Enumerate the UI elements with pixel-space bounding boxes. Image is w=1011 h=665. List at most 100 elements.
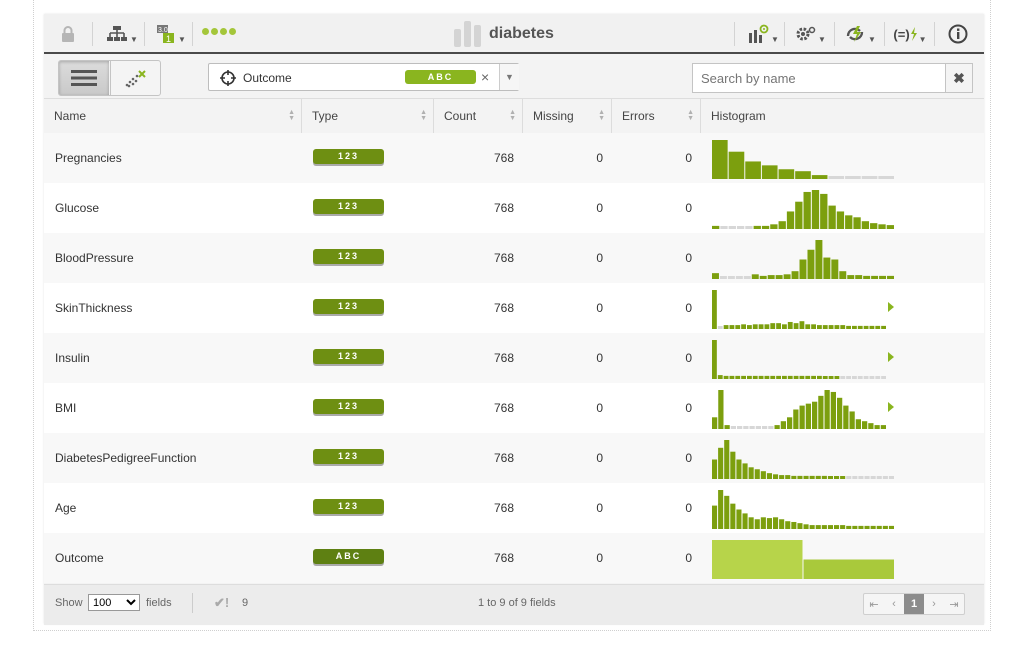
- histogram-bar[interactable]: [820, 193, 828, 229]
- histogram-bar[interactable]: [764, 375, 770, 379]
- histogram-bar[interactable]: [748, 467, 754, 479]
- histogram-bar[interactable]: [768, 426, 774, 429]
- histogram-bar[interactable]: [857, 325, 863, 329]
- histogram-bar[interactable]: [870, 223, 878, 229]
- histogram-bar[interactable]: [811, 375, 816, 379]
- histogram-bar[interactable]: [834, 525, 840, 529]
- next-page-button[interactable]: ›: [932, 598, 936, 610]
- histogram-bar[interactable]: [741, 375, 746, 379]
- histogram-bar[interactable]: [754, 519, 760, 529]
- prev-page-button[interactable]: ‹: [892, 598, 896, 610]
- histogram-bar[interactable]: [878, 176, 894, 179]
- histogram-bar[interactable]: [720, 226, 728, 229]
- histogram-bar[interactable]: [793, 375, 799, 379]
- histogram-bar[interactable]: [882, 476, 888, 479]
- histogram-bar[interactable]: [753, 225, 761, 229]
- histogram-bar[interactable]: [791, 521, 797, 529]
- histogram-bar[interactable]: [797, 523, 803, 529]
- histogram-chart[interactable]: [712, 387, 894, 429]
- histogram-bar[interactable]: [828, 376, 834, 379]
- objective-dropdown-button[interactable]: ▼: [499, 64, 519, 90]
- histogram-bar[interactable]: [712, 140, 728, 179]
- histogram-bar[interactable]: [803, 559, 895, 580]
- first-page-button[interactable]: ⇤: [869, 598, 879, 611]
- histogram-bar[interactable]: [761, 225, 770, 229]
- histogram-bar[interactable]: [846, 525, 852, 529]
- column-header-type[interactable]: Type ▲ ▼: [302, 99, 434, 133]
- list-view-button[interactable]: [59, 61, 109, 95]
- histogram-bar[interactable]: [827, 476, 833, 479]
- histogram-bar[interactable]: [876, 476, 882, 479]
- dataset-numbers-icon[interactable]: 3.0 1 ▼: [157, 25, 186, 44]
- histogram-bar[interactable]: [745, 161, 761, 179]
- page-size-select[interactable]: 100: [88, 594, 140, 611]
- bolt-icon[interactable]: ▼: [842, 22, 878, 46]
- histogram-bar[interactable]: [736, 226, 745, 229]
- histogram-bar[interactable]: [787, 375, 793, 379]
- histogram-bar[interactable]: [818, 395, 824, 429]
- more-arrow-icon[interactable]: [888, 352, 894, 362]
- histogram-bar[interactable]: [805, 375, 811, 379]
- histogram-bar[interactable]: [824, 390, 830, 429]
- current-page[interactable]: 1: [904, 594, 924, 614]
- histogram-bar[interactable]: [839, 271, 847, 279]
- histogram-bar[interactable]: [775, 275, 783, 279]
- histogram-bar[interactable]: [778, 221, 786, 229]
- histogram-bar[interactable]: [811, 175, 828, 179]
- histogram-bar[interactable]: [875, 325, 881, 329]
- histogram-bar[interactable]: [773, 517, 779, 529]
- objective-field-selector[interactable]: Outcome ABC × ▼: [208, 63, 519, 91]
- table-row[interactable]: Outcome ABC 768 0 0: [44, 533, 984, 583]
- charts-icon[interactable]: ▼: [746, 22, 780, 46]
- histogram-bar[interactable]: [809, 475, 815, 479]
- histogram-bar[interactable]: [852, 525, 858, 529]
- histogram-bar[interactable]: [762, 426, 768, 429]
- histogram-bar[interactable]: [830, 391, 836, 429]
- histogram-bar[interactable]: [847, 275, 855, 279]
- column-header-missing[interactable]: Missing ▲ ▼: [523, 99, 612, 133]
- lock-icon[interactable]: [58, 22, 78, 46]
- histogram-bar[interactable]: [822, 325, 828, 329]
- histogram-chart[interactable]: [712, 237, 894, 279]
- table-row[interactable]: Glucose 123 768 0 0: [44, 183, 984, 233]
- histogram-bar[interactable]: [749, 426, 755, 429]
- histogram-bar[interactable]: [799, 375, 805, 379]
- histogram-bar[interactable]: [828, 176, 845, 179]
- more-arrow-icon[interactable]: [888, 302, 894, 312]
- histogram-bar[interactable]: [735, 325, 741, 329]
- histogram-bar[interactable]: [815, 475, 821, 479]
- histogram-bar[interactable]: [774, 425, 780, 429]
- histogram-bar[interactable]: [852, 476, 858, 479]
- histogram-bar[interactable]: [782, 375, 787, 379]
- histogram-bar[interactable]: [752, 375, 758, 379]
- histogram-bar[interactable]: [840, 376, 846, 379]
- histogram-bar[interactable]: [755, 426, 761, 429]
- histogram-bar[interactable]: [760, 471, 766, 479]
- column-header-errors[interactable]: Errors ▲ ▼: [612, 99, 701, 133]
- histogram-bar[interactable]: [882, 525, 888, 529]
- histogram-bar[interactable]: [809, 525, 815, 529]
- histogram-bar[interactable]: [858, 476, 864, 479]
- histogram-bar[interactable]: [719, 276, 727, 279]
- histogram-bar[interactable]: [787, 321, 793, 329]
- histogram-bar[interactable]: [817, 375, 822, 379]
- histogram-bar[interactable]: [793, 323, 799, 329]
- histogram-chart[interactable]: [712, 437, 894, 479]
- histogram-bar[interactable]: [723, 325, 729, 329]
- histogram-bar[interactable]: [852, 325, 857, 329]
- histogram-bar[interactable]: [807, 249, 815, 279]
- histogram-bar[interactable]: [869, 325, 875, 329]
- histogram-bar[interactable]: [748, 517, 754, 529]
- histogram-bar[interactable]: [869, 376, 875, 379]
- histogram-bar[interactable]: [760, 517, 766, 529]
- histogram-bar[interactable]: [735, 375, 741, 379]
- histogram-bar[interactable]: [827, 525, 833, 529]
- histogram-bar[interactable]: [887, 275, 894, 279]
- histogram-bar[interactable]: [730, 426, 736, 429]
- column-header-count[interactable]: Count ▲ ▼: [434, 99, 523, 133]
- histogram-bar[interactable]: [776, 323, 781, 329]
- histogram-bar[interactable]: [815, 525, 821, 529]
- histogram-bar[interactable]: [785, 475, 791, 479]
- histogram-bar[interactable]: [712, 505, 718, 529]
- histogram-bar[interactable]: [853, 217, 861, 229]
